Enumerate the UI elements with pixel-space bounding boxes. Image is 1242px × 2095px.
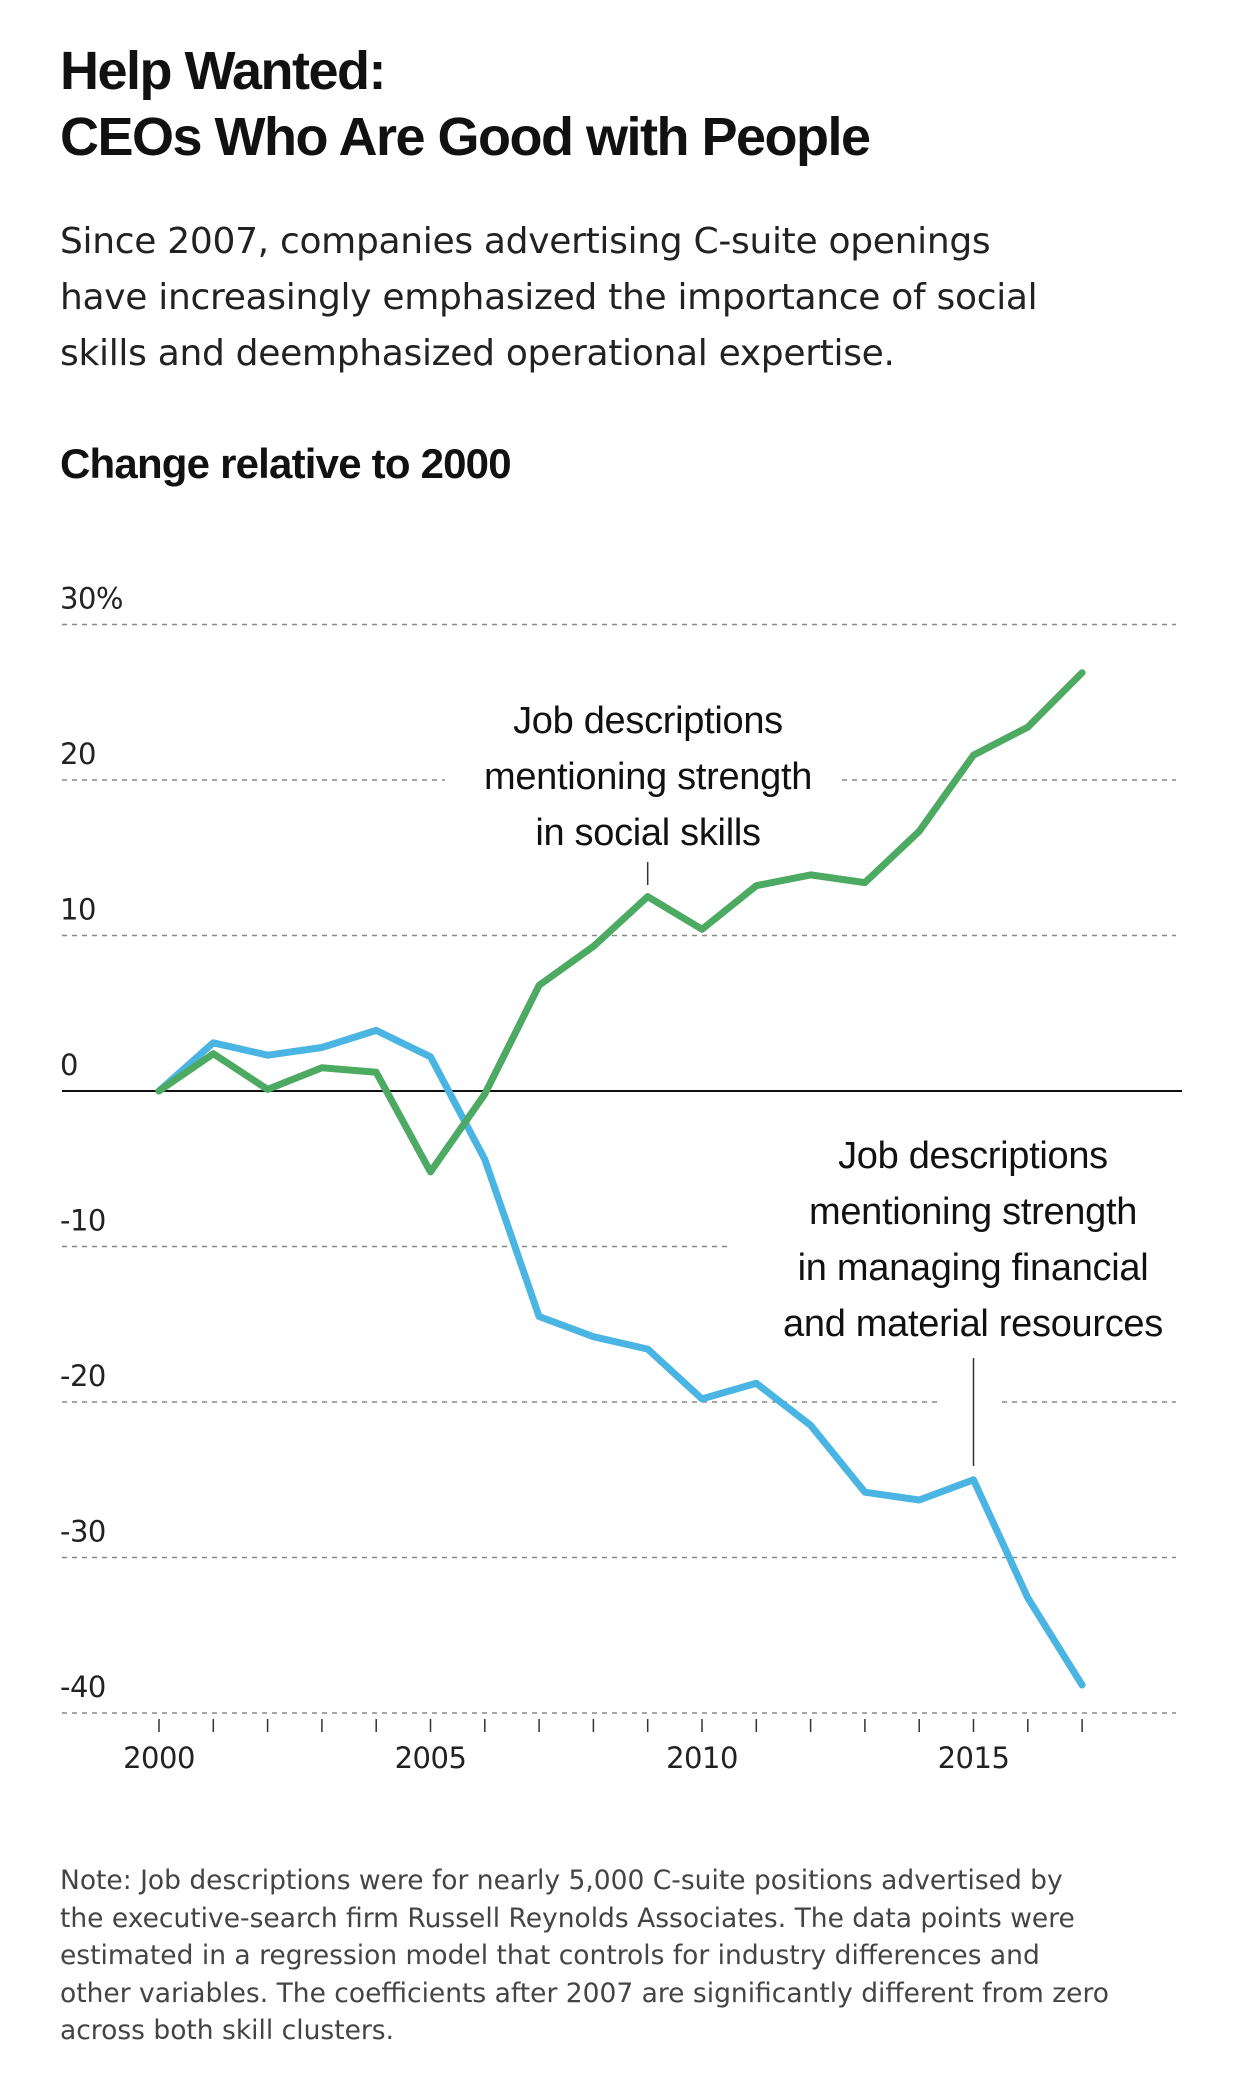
x-tick-label: 2010 <box>666 1741 738 1775</box>
subtitle-line-3: skills and deemphasized operational expe… <box>60 333 895 374</box>
note-line-3: estimated in a regression model that con… <box>60 1940 1040 1971</box>
note-line-1: Note: Job descriptions were for nearly 5… <box>60 1865 1063 1896</box>
subtitle-line-1: Since 2007, companies advertising C-suit… <box>60 221 991 262</box>
note-line-5: across both skill clusters. <box>60 2015 395 2046</box>
subtitle-line-2: have increasingly emphasized the importa… <box>60 277 1038 318</box>
chart-note: Note: Job descriptions were for nearly 5… <box>60 1862 1200 2050</box>
y-tick-label: -20 <box>60 1359 106 1393</box>
annotation-text: in managing financial <box>798 1247 1149 1289</box>
x-tick-label: 2005 <box>395 1741 467 1775</box>
title-line-2: CEOs Who Are Good with People <box>60 107 871 167</box>
annotation-text: Job descriptions <box>513 700 783 742</box>
y-tick-label: -40 <box>60 1670 106 1704</box>
x-tick-label: 2000 <box>123 1741 195 1775</box>
annotation-text: in social skills <box>535 812 760 854</box>
note-line-4: other variables. The coefficients after … <box>60 1977 1110 2009</box>
y-tick-label: 20 <box>60 737 96 771</box>
title-line-1: Help Wanted: <box>60 41 386 101</box>
y-tick-label: 0 <box>60 1048 78 1082</box>
chart-subtitle: Since 2007, companies advertising C-suit… <box>60 214 1200 382</box>
y-tick-label: 10 <box>60 893 96 927</box>
annotation-text: mentioning strength <box>809 1191 1137 1233</box>
annotation-text: Job descriptions <box>838 1135 1108 1177</box>
y-tick-label: -30 <box>60 1515 106 1549</box>
note-line-2: the executive-search firm Russell Reynol… <box>60 1902 1075 1934</box>
y-tick-label: -10 <box>60 1204 106 1238</box>
series-line-social-skills <box>155 669 1086 1176</box>
series-line-financial-resources <box>155 1026 1086 1689</box>
x-tick-label: 2015 <box>938 1741 1010 1775</box>
chart-heading: Change relative to 2000 <box>60 440 512 487</box>
annotation-text: and material resources <box>783 1303 1163 1345</box>
chart-title: Help Wanted: CEOs Who Are Good with Peop… <box>60 38 1200 170</box>
annotation-text: mentioning strength <box>484 756 812 798</box>
y-tick-label: 30% <box>60 582 123 616</box>
